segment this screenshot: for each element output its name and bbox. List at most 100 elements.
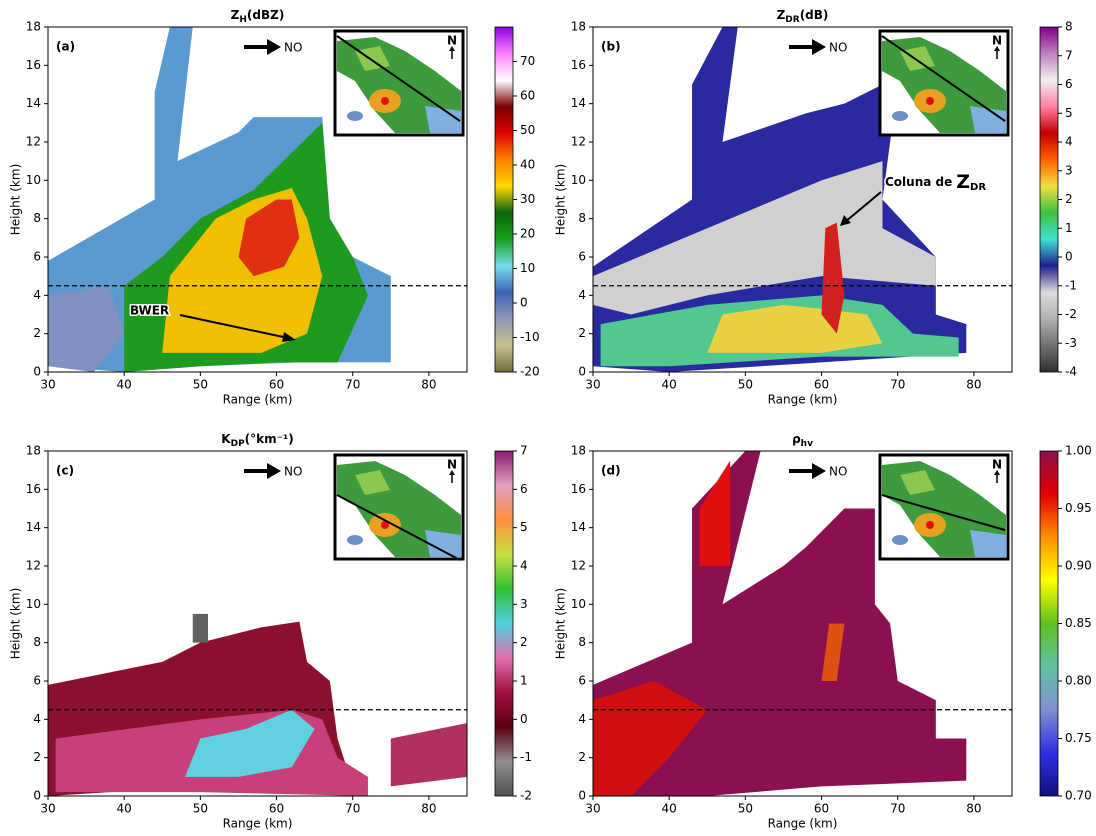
y-tick-label: 4 bbox=[33, 288, 41, 302]
y-tick-label: 12 bbox=[26, 135, 41, 149]
radar-echo bbox=[390, 723, 467, 787]
inset-echo bbox=[900, 46, 935, 71]
north-label: N bbox=[992, 458, 1002, 472]
x-tick-label: 60 bbox=[269, 802, 284, 816]
chart-title: ZH(dBZ) bbox=[231, 8, 285, 25]
inset-map: N bbox=[333, 29, 465, 137]
x-tick-label: 60 bbox=[814, 802, 829, 816]
panel-label: (d) bbox=[601, 464, 621, 478]
annotation-text: Coluna de bbox=[885, 175, 952, 189]
x-tick-label: 80 bbox=[966, 378, 981, 392]
colorbar-tick-label: -4 bbox=[1065, 365, 1077, 379]
y-tick-label: 6 bbox=[578, 250, 586, 264]
inset-frame bbox=[333, 453, 465, 561]
inset-map: N bbox=[878, 453, 1010, 561]
plot-frame bbox=[592, 450, 1013, 797]
inset-core bbox=[926, 521, 934, 529]
y-tick-label: 10 bbox=[571, 173, 586, 187]
colorbar-tick-label: 0.95 bbox=[1065, 501, 1092, 515]
colorbar-tick-label: 2 bbox=[1065, 192, 1073, 206]
y-tick-label: 4 bbox=[578, 712, 586, 726]
y-tick-label: 12 bbox=[571, 559, 586, 573]
y-tick-label: 6 bbox=[33, 674, 41, 688]
inset-map: N bbox=[878, 29, 1010, 137]
annotation-arrow bbox=[844, 191, 882, 223]
y-tick-label: 0 bbox=[33, 789, 41, 803]
direction-label: NO bbox=[284, 465, 302, 479]
inset-sea bbox=[425, 530, 461, 557]
y-tick-label: 14 bbox=[571, 520, 586, 534]
y-tick-label: 6 bbox=[33, 250, 41, 264]
inset-echo bbox=[355, 470, 390, 495]
title-subscript: hv bbox=[801, 439, 813, 449]
panel-label: (c) bbox=[56, 464, 74, 478]
x-tick-label: 80 bbox=[421, 802, 436, 816]
direction-label: NO bbox=[829, 41, 847, 55]
colorbar-tick-label: 1.00 bbox=[1065, 444, 1092, 458]
y-axis-label: Height (km) bbox=[554, 588, 568, 659]
colorbar-tick-label: -1 bbox=[1065, 278, 1077, 292]
direction-arrowhead bbox=[812, 39, 826, 55]
inset-frame bbox=[333, 29, 465, 137]
radar-echo bbox=[699, 460, 731, 566]
colorbar-tick-label: 2 bbox=[520, 635, 528, 649]
colorbar-tick-label: 70 bbox=[520, 54, 535, 68]
y-tick-label: 14 bbox=[571, 96, 586, 110]
colorbar-tick-label: 0.70 bbox=[1065, 789, 1092, 803]
x-tick-label: 60 bbox=[814, 378, 829, 392]
colorbar-tick-label: 5 bbox=[1065, 106, 1073, 120]
colorbar-tick-label: 20 bbox=[520, 227, 535, 241]
x-tick-label: 40 bbox=[117, 378, 132, 392]
north-arrowhead bbox=[994, 46, 1000, 51]
y-tick-label: 2 bbox=[33, 750, 41, 764]
inset-cell bbox=[347, 111, 363, 121]
radar-field bbox=[48, 613, 467, 796]
inset-core bbox=[381, 97, 389, 105]
plot-frame bbox=[47, 450, 468, 797]
y-tick-label: 10 bbox=[571, 597, 586, 611]
y-tick-label: 8 bbox=[578, 635, 586, 649]
x-tick-label: 50 bbox=[193, 378, 208, 392]
annotation-arrow bbox=[179, 314, 289, 339]
inset-frame bbox=[878, 453, 1010, 561]
y-tick-label: 8 bbox=[578, 211, 586, 225]
direction-arrowhead bbox=[267, 463, 281, 479]
colorbar bbox=[1039, 26, 1059, 373]
colorbar-tick-label: 0.85 bbox=[1065, 616, 1092, 630]
colorbar-tick-label: 1 bbox=[1065, 221, 1073, 235]
colorbar bbox=[1039, 450, 1059, 797]
inset-core bbox=[926, 97, 934, 105]
y-tick-label: 0 bbox=[578, 789, 586, 803]
radar-echo bbox=[238, 199, 300, 277]
radar-echo bbox=[48, 285, 125, 372]
colorbar-tick-label: 6 bbox=[1065, 77, 1073, 91]
y-tick-label: 4 bbox=[578, 288, 586, 302]
x-axis-label: Range (km) bbox=[768, 817, 838, 831]
chart-title: ZDR(dB) bbox=[777, 8, 829, 25]
title-symbol: Z bbox=[777, 8, 786, 22]
y-tick-label: 12 bbox=[26, 559, 41, 573]
colorbar-tick-label: 10 bbox=[520, 261, 535, 275]
title-unit: (°km⁻¹) bbox=[245, 432, 294, 446]
x-tick-label: 30 bbox=[40, 378, 55, 392]
annotation-arrowhead bbox=[282, 332, 296, 342]
x-tick-label: 70 bbox=[345, 378, 360, 392]
y-tick-label: 18 bbox=[26, 444, 41, 458]
north-label: N bbox=[447, 34, 457, 48]
inset-echo bbox=[900, 470, 935, 495]
x-tick-label: 40 bbox=[117, 802, 132, 816]
north-arrowhead bbox=[449, 46, 455, 51]
colorbar-tick-label: 0 bbox=[520, 712, 528, 726]
y-tick-label: 14 bbox=[26, 520, 41, 534]
x-tick-label: 60 bbox=[269, 378, 284, 392]
colorbar-tick-label: -2 bbox=[1065, 307, 1077, 321]
y-tick-label: 18 bbox=[26, 20, 41, 34]
x-tick-label: 70 bbox=[345, 802, 360, 816]
inset-section bbox=[336, 35, 461, 122]
title-subscript: DR bbox=[785, 15, 799, 25]
radar-echo bbox=[821, 222, 845, 334]
annotation: BWER bbox=[130, 304, 169, 318]
colorbar-tick-label: 5 bbox=[520, 520, 528, 534]
y-tick-label: 0 bbox=[33, 365, 41, 379]
colorbar-tick-label: 4 bbox=[1065, 135, 1073, 149]
